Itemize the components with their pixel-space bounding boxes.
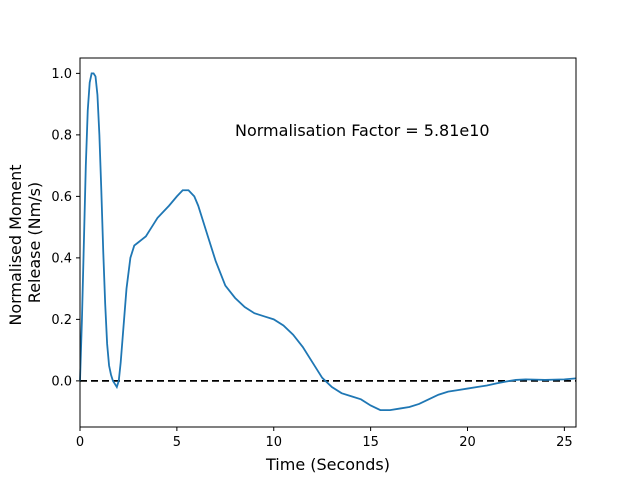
- y-tick-label: 0.0: [51, 374, 72, 389]
- x-axis-label: Time (Seconds): [265, 455, 390, 474]
- x-tick-label: 15: [362, 435, 379, 450]
- x-tick-label: 20: [459, 435, 476, 450]
- y-tick-label: 0.8: [51, 128, 72, 143]
- plot-frame: [79, 57, 577, 428]
- series-line: [79, 72, 577, 411]
- tick-layer: 0 5 10 15 20 25 0.0 0.2 0.4 0.6 0.8 1.0: [51, 67, 572, 450]
- y-tick-label: 0.6: [51, 190, 72, 205]
- x-tick-label: 0: [76, 435, 84, 450]
- x-tick-label: 10: [265, 435, 282, 450]
- y-axis-label-line-1: Normalised Moment: [6, 164, 25, 325]
- y-axis-label-line-2: Release (Nm/s): [25, 182, 44, 303]
- y-axis-label: Normalised Moment Release (Nm/s): [6, 159, 44, 325]
- normalisation-annotation: Normalisation Factor = 5.81e10: [235, 121, 490, 140]
- y-tick-label: 0.2: [51, 313, 72, 328]
- x-tick-label: 5: [173, 435, 181, 450]
- y-tick-label: 1.0: [51, 67, 72, 82]
- x-tick-label: 25: [556, 435, 573, 450]
- y-tick-label: 0.4: [51, 251, 72, 266]
